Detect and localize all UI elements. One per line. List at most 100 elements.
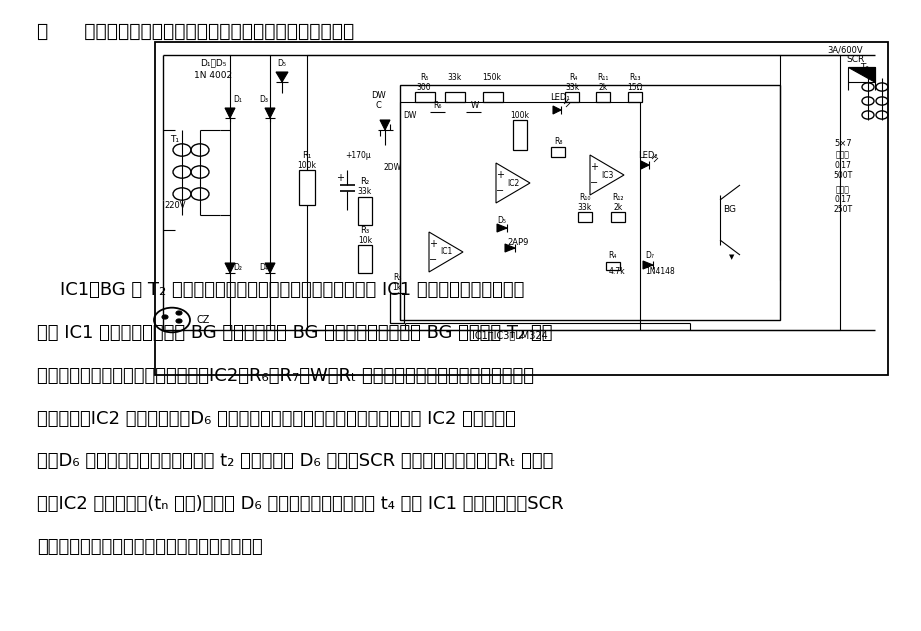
Text: 2AP9: 2AP9 (507, 239, 529, 247)
Bar (551, 147, 565, 157)
Text: IC1: IC1 (440, 247, 452, 256)
Text: 220V: 220V (164, 201, 186, 209)
Text: D₂: D₂ (234, 264, 242, 273)
Text: IC1～IC3；LM324: IC1～IC3；LM324 (472, 330, 548, 340)
Text: 4.7k: 4.7k (609, 268, 625, 276)
Text: +: + (590, 162, 598, 172)
Text: R₃: R₃ (360, 225, 369, 235)
Text: BG: BG (724, 206, 737, 215)
Text: −: − (590, 178, 598, 188)
Text: −: − (495, 186, 504, 196)
Bar (578, 212, 592, 222)
Text: 初级：: 初级： (836, 151, 850, 160)
Text: +: + (496, 170, 504, 180)
Bar (596, 92, 610, 102)
Text: D₇: D₇ (646, 251, 655, 259)
Bar (483, 92, 503, 102)
Bar (611, 212, 625, 222)
Polygon shape (505, 244, 515, 252)
Text: LED₁: LED₁ (550, 93, 570, 102)
Polygon shape (497, 224, 507, 232)
Text: IC2: IC2 (507, 179, 519, 187)
Text: ▼: ▼ (729, 254, 735, 260)
Text: 次级：: 次级： (836, 186, 850, 194)
Text: +: + (429, 239, 437, 249)
Bar (445, 92, 465, 102)
Polygon shape (225, 263, 235, 273)
Text: +: + (336, 173, 344, 183)
Text: 被触发导通，从而实现过零开关进行温度控制。: 被触发导通，从而实现过零开关进行温度控制。 (37, 538, 262, 557)
Text: R₄: R₄ (608, 251, 616, 259)
Polygon shape (265, 108, 275, 118)
Text: R₁₁: R₁₁ (598, 73, 609, 83)
Text: −: − (429, 255, 437, 265)
Text: 1k: 1k (392, 283, 402, 293)
Text: T₂: T₂ (860, 64, 869, 73)
Text: R₆: R₆ (433, 100, 441, 110)
Bar (358, 197, 372, 225)
Circle shape (176, 311, 182, 315)
Text: R₃: R₃ (392, 273, 402, 283)
Text: C: C (375, 102, 381, 110)
Text: 产生一个脉冲触发双向可控硅导通。IC2、R₆、R₇、W、Rₜ 组成温度控制电路。被控温度低于设: 产生一个脉冲触发双向可控硅导通。IC2、R₆、R₇、W、Rₜ 组成温度控制电路。… (37, 367, 534, 385)
Text: 33k: 33k (358, 187, 372, 196)
Text: D₁～D₅: D₁～D₅ (200, 59, 227, 68)
Circle shape (176, 319, 182, 323)
Circle shape (162, 315, 168, 319)
Text: 定温度时，IC2 输出高电平，D₆ 反偏截止，不影响触发电路。当温度升高使 IC2 输出低电平: 定温度时，IC2 输出高电平，D₆ 反偏截止，不影响触发电路。当温度升高使 IC… (37, 410, 516, 428)
Text: D₅: D₅ (277, 59, 286, 68)
Text: T₁: T₁ (170, 136, 180, 144)
Text: IC3: IC3 (600, 170, 613, 179)
Text: SCR: SCR (845, 56, 864, 64)
Polygon shape (265, 263, 275, 273)
Polygon shape (225, 108, 235, 118)
Text: 大。IC2 输出高电平(tₙ 时刻)，但被 D₆ 反偏而阻断。只有待到 t₄ 时刻 IC1 输出脉冲时，SCR: 大。IC2 输出高电平(tₙ 时刻)，但被 D₆ 反偏而阻断。只有待到 t₄ 时… (37, 495, 564, 514)
Polygon shape (553, 106, 561, 114)
Text: 33k: 33k (565, 83, 580, 93)
Bar (155, 42, 888, 375)
Text: 33k: 33k (448, 73, 462, 83)
Text: 2DW: 2DW (384, 163, 402, 172)
Text: W: W (471, 100, 479, 110)
Text: 1N 4002: 1N 4002 (194, 71, 232, 81)
Text: D₄: D₄ (260, 264, 268, 273)
Text: DW: DW (370, 90, 385, 100)
Bar (628, 92, 642, 102)
Text: DW: DW (403, 110, 416, 119)
Text: 时，D₆ 导通。待电源过零后，由于 t₂ 时刻脉冲被 D₆ 短路，SCR 关断。随温度下降，Rₜ 阻值增: 时，D₆ 导通。待电源过零后，由于 t₂ 时刻脉冲被 D₆ 短路，SCR 关断。… (37, 452, 554, 471)
Text: 500T: 500T (834, 170, 853, 179)
Bar (606, 262, 620, 270)
Text: LED₂: LED₂ (638, 151, 658, 160)
Polygon shape (848, 67, 875, 82)
Polygon shape (276, 72, 288, 82)
Text: R₈: R₈ (554, 138, 562, 146)
Text: D₁: D₁ (234, 95, 242, 105)
Text: 250T: 250T (834, 206, 853, 215)
Text: R₁: R₁ (302, 151, 311, 160)
Text: 300: 300 (416, 83, 431, 93)
Text: CZ: CZ (196, 315, 209, 325)
Bar (299, 170, 315, 205)
Text: 100k: 100k (297, 160, 317, 170)
Text: 0.17: 0.17 (834, 160, 851, 170)
Text: 5×7: 5×7 (834, 138, 852, 148)
Text: IC1、BG 及 T₂ 组成过零触发电路。整流后的脉动电流输入 IC1 反相输入端，在电流过: IC1、BG 及 T₂ 组成过零触发电路。整流后的脉动电流输入 IC1 反相输入… (37, 281, 524, 299)
Text: 100k: 100k (510, 110, 530, 119)
Text: R₂: R₂ (360, 177, 369, 187)
Text: 2k: 2k (599, 83, 608, 93)
Polygon shape (380, 120, 390, 130)
Polygon shape (643, 261, 653, 269)
Text: 零时 IC1 输出一个电脉冲到 BG 的基极。这时 BG 饱和导通，其余时间 BG 截止。在 T₂ 次级: 零时 IC1 输出一个电脉冲到 BG 的基极。这时 BG 饱和导通，其余时间 B… (37, 324, 553, 342)
Text: 15Ω: 15Ω (627, 83, 643, 93)
Text: 10k: 10k (358, 235, 372, 244)
Bar (513, 120, 527, 150)
Text: 0.17: 0.17 (834, 196, 851, 204)
Bar (358, 245, 372, 273)
Text: R₁₂: R₁₂ (612, 192, 624, 201)
Bar (565, 92, 579, 102)
Text: 33k: 33k (577, 203, 592, 211)
Text: 1N4148: 1N4148 (645, 268, 675, 276)
Bar (415, 92, 435, 102)
Text: R₅: R₅ (420, 73, 428, 83)
Text: 2k: 2k (613, 203, 623, 211)
